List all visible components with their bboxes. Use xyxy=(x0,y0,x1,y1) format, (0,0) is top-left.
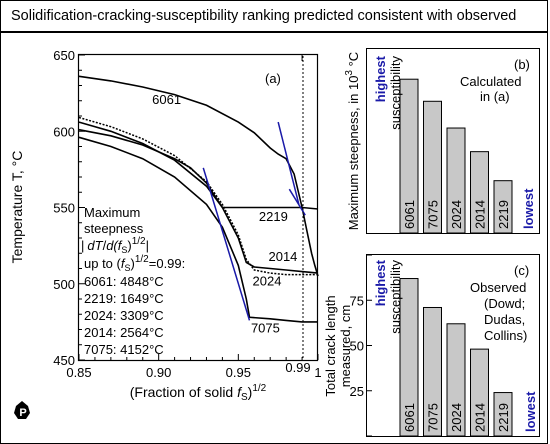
bar-label-2014: 2014 xyxy=(473,403,488,432)
bar-7075 xyxy=(423,306,442,437)
bar-label-6061: 6061 xyxy=(402,403,417,432)
panel-b-highest: highest xyxy=(373,55,388,102)
tangent-line-1 xyxy=(277,121,300,205)
bar-label-2219: 2219 xyxy=(496,403,511,432)
panel-c-ylabel-2: measured, cm xyxy=(338,305,353,387)
panel-b-susceptibility: susceptibility xyxy=(388,56,403,130)
legend-row-2014: 2014: 2564°C xyxy=(84,325,164,340)
x-tick-label: 0.90 xyxy=(146,365,171,380)
legend-row-7075: 7075: 4152°C xyxy=(84,342,164,357)
panel-a-annotations: 6061 2219 2014 2024 7075 xyxy=(152,92,297,336)
bar-6061 xyxy=(399,278,419,437)
panel-c: 25 50 75 6061 7075 2024 2014 2219 (c) Observed… xyxy=(323,254,540,437)
legend-row-2219: 2219: 1649°C xyxy=(84,291,164,306)
x-tick-label: 0.85 xyxy=(66,365,91,380)
bar-label-2219: 2219 xyxy=(496,200,511,229)
panel-b-note-2: in (a) xyxy=(480,89,510,104)
panel-c-note-2: (Dowd; xyxy=(484,296,525,311)
bar-label-7075: 7075 xyxy=(426,200,441,229)
legend-formula: | dT/d(fS)1/2| xyxy=(81,236,149,255)
panel-c-note-4: Collins) xyxy=(484,328,527,343)
bar-2014 xyxy=(470,348,489,437)
curve-label-2024: 2024 xyxy=(253,273,282,288)
legend-upto: up to (fS)1/2=0.99: xyxy=(84,254,185,273)
bar-2014 xyxy=(470,151,489,234)
c-y-tick-label: 75 xyxy=(350,293,364,308)
legend-line1: Maximum xyxy=(84,205,140,220)
curve-label-2219: 2219 xyxy=(259,209,288,224)
curve-7075 xyxy=(78,136,318,323)
tangent-line-0 xyxy=(202,167,251,321)
bar-label-6061: 6061 xyxy=(402,200,417,229)
tangent-line-2 xyxy=(288,188,306,216)
bar-2219 xyxy=(493,180,513,234)
figure-title: Solidification-cracking-susceptibility r… xyxy=(0,0,548,32)
curve-label-7075: 7075 xyxy=(251,321,280,336)
panel-b: 6061 7075 2024 2014 2219 (b) Calculated in (… xyxy=(344,48,540,234)
y-tick-label: 450 xyxy=(53,353,75,368)
bar-6061 xyxy=(399,78,419,234)
curve-2014 xyxy=(78,121,319,274)
panel-b-note-1: Calculated xyxy=(460,74,521,89)
panel-a: 0.85 0.90 0.95 1 450 500 550 600 650 6061 2219 201… xyxy=(9,48,322,403)
steepness-legend: Maximum steepness | dT/d(fS)1/2| up to (f… xyxy=(81,205,185,357)
c-y-tick-label: 25 xyxy=(350,384,364,399)
panel-a-xlabel: (Fraction of solid fS)1/2 xyxy=(130,383,267,403)
curve-2024 xyxy=(78,116,318,276)
top-tick-label: 0.99 xyxy=(285,360,310,375)
bar-2219 xyxy=(493,392,513,437)
panel-b-label: (b) xyxy=(514,57,530,72)
panel-b-bars: 6061 7075 2024 2014 2219 xyxy=(399,78,513,234)
legend-row-6061: 6061: 4848°C xyxy=(84,274,164,289)
panel-c-note-3: Dudas, xyxy=(484,312,525,327)
panel-a-frame xyxy=(77,53,319,362)
y-tick-label: 550 xyxy=(53,201,75,216)
panel-c-lowest: lowest xyxy=(523,391,538,432)
legend-line2: steepness xyxy=(84,221,144,236)
panel-c-bars: 6061 7075 2024 2014 2219 xyxy=(399,278,513,437)
panel-a-label: (a) xyxy=(265,71,281,86)
y-tick-label: 650 xyxy=(53,48,75,63)
bar-label-2024: 2024 xyxy=(449,403,464,432)
bar-label-2024: 2024 xyxy=(449,200,464,229)
logo-letter: P xyxy=(19,407,26,419)
panel-c-label: (c) xyxy=(514,263,529,278)
bar-label-2014: 2014 xyxy=(473,200,488,229)
bar-2024 xyxy=(446,323,466,437)
panel-c-note-1: Observed xyxy=(470,280,526,295)
c-y-tick-label: 50 xyxy=(350,339,364,354)
panel-a-curves xyxy=(78,75,319,323)
curve-label-6061: 6061 xyxy=(152,92,181,107)
bar-label-7075: 7075 xyxy=(426,403,441,432)
x-tick-label: 1 xyxy=(314,365,321,380)
bar-7075 xyxy=(423,100,442,234)
panel-b-lowest: lowest xyxy=(521,188,536,229)
panel-c-ticks: 25 50 75 xyxy=(350,254,372,437)
y-tick-label: 500 xyxy=(53,277,75,292)
panel-b-ylabel: Maximum steepness, in 103 °C xyxy=(344,52,361,230)
legend-row-2024: 2024: 3309°C xyxy=(84,308,164,323)
publisher-logo: P xyxy=(14,401,30,419)
y-tick-label: 600 xyxy=(53,124,75,139)
panel-c-susceptibility: susceptibility xyxy=(388,260,403,334)
panel-c-ylabel-1: Total crack length xyxy=(323,295,338,396)
panel-a-ylabel: Temperature T, °C xyxy=(9,151,25,264)
bar-2024 xyxy=(446,127,466,234)
panel-a-tangents xyxy=(202,121,306,321)
x-tick-label: 0.95 xyxy=(226,365,251,380)
panel-c-highest: highest xyxy=(373,259,388,306)
curve-label-2014: 2014 xyxy=(268,249,297,264)
curve-6061 xyxy=(78,75,319,277)
panel-a-ticks: 0.85 0.90 0.95 1 450 500 550 600 650 xyxy=(53,48,321,380)
